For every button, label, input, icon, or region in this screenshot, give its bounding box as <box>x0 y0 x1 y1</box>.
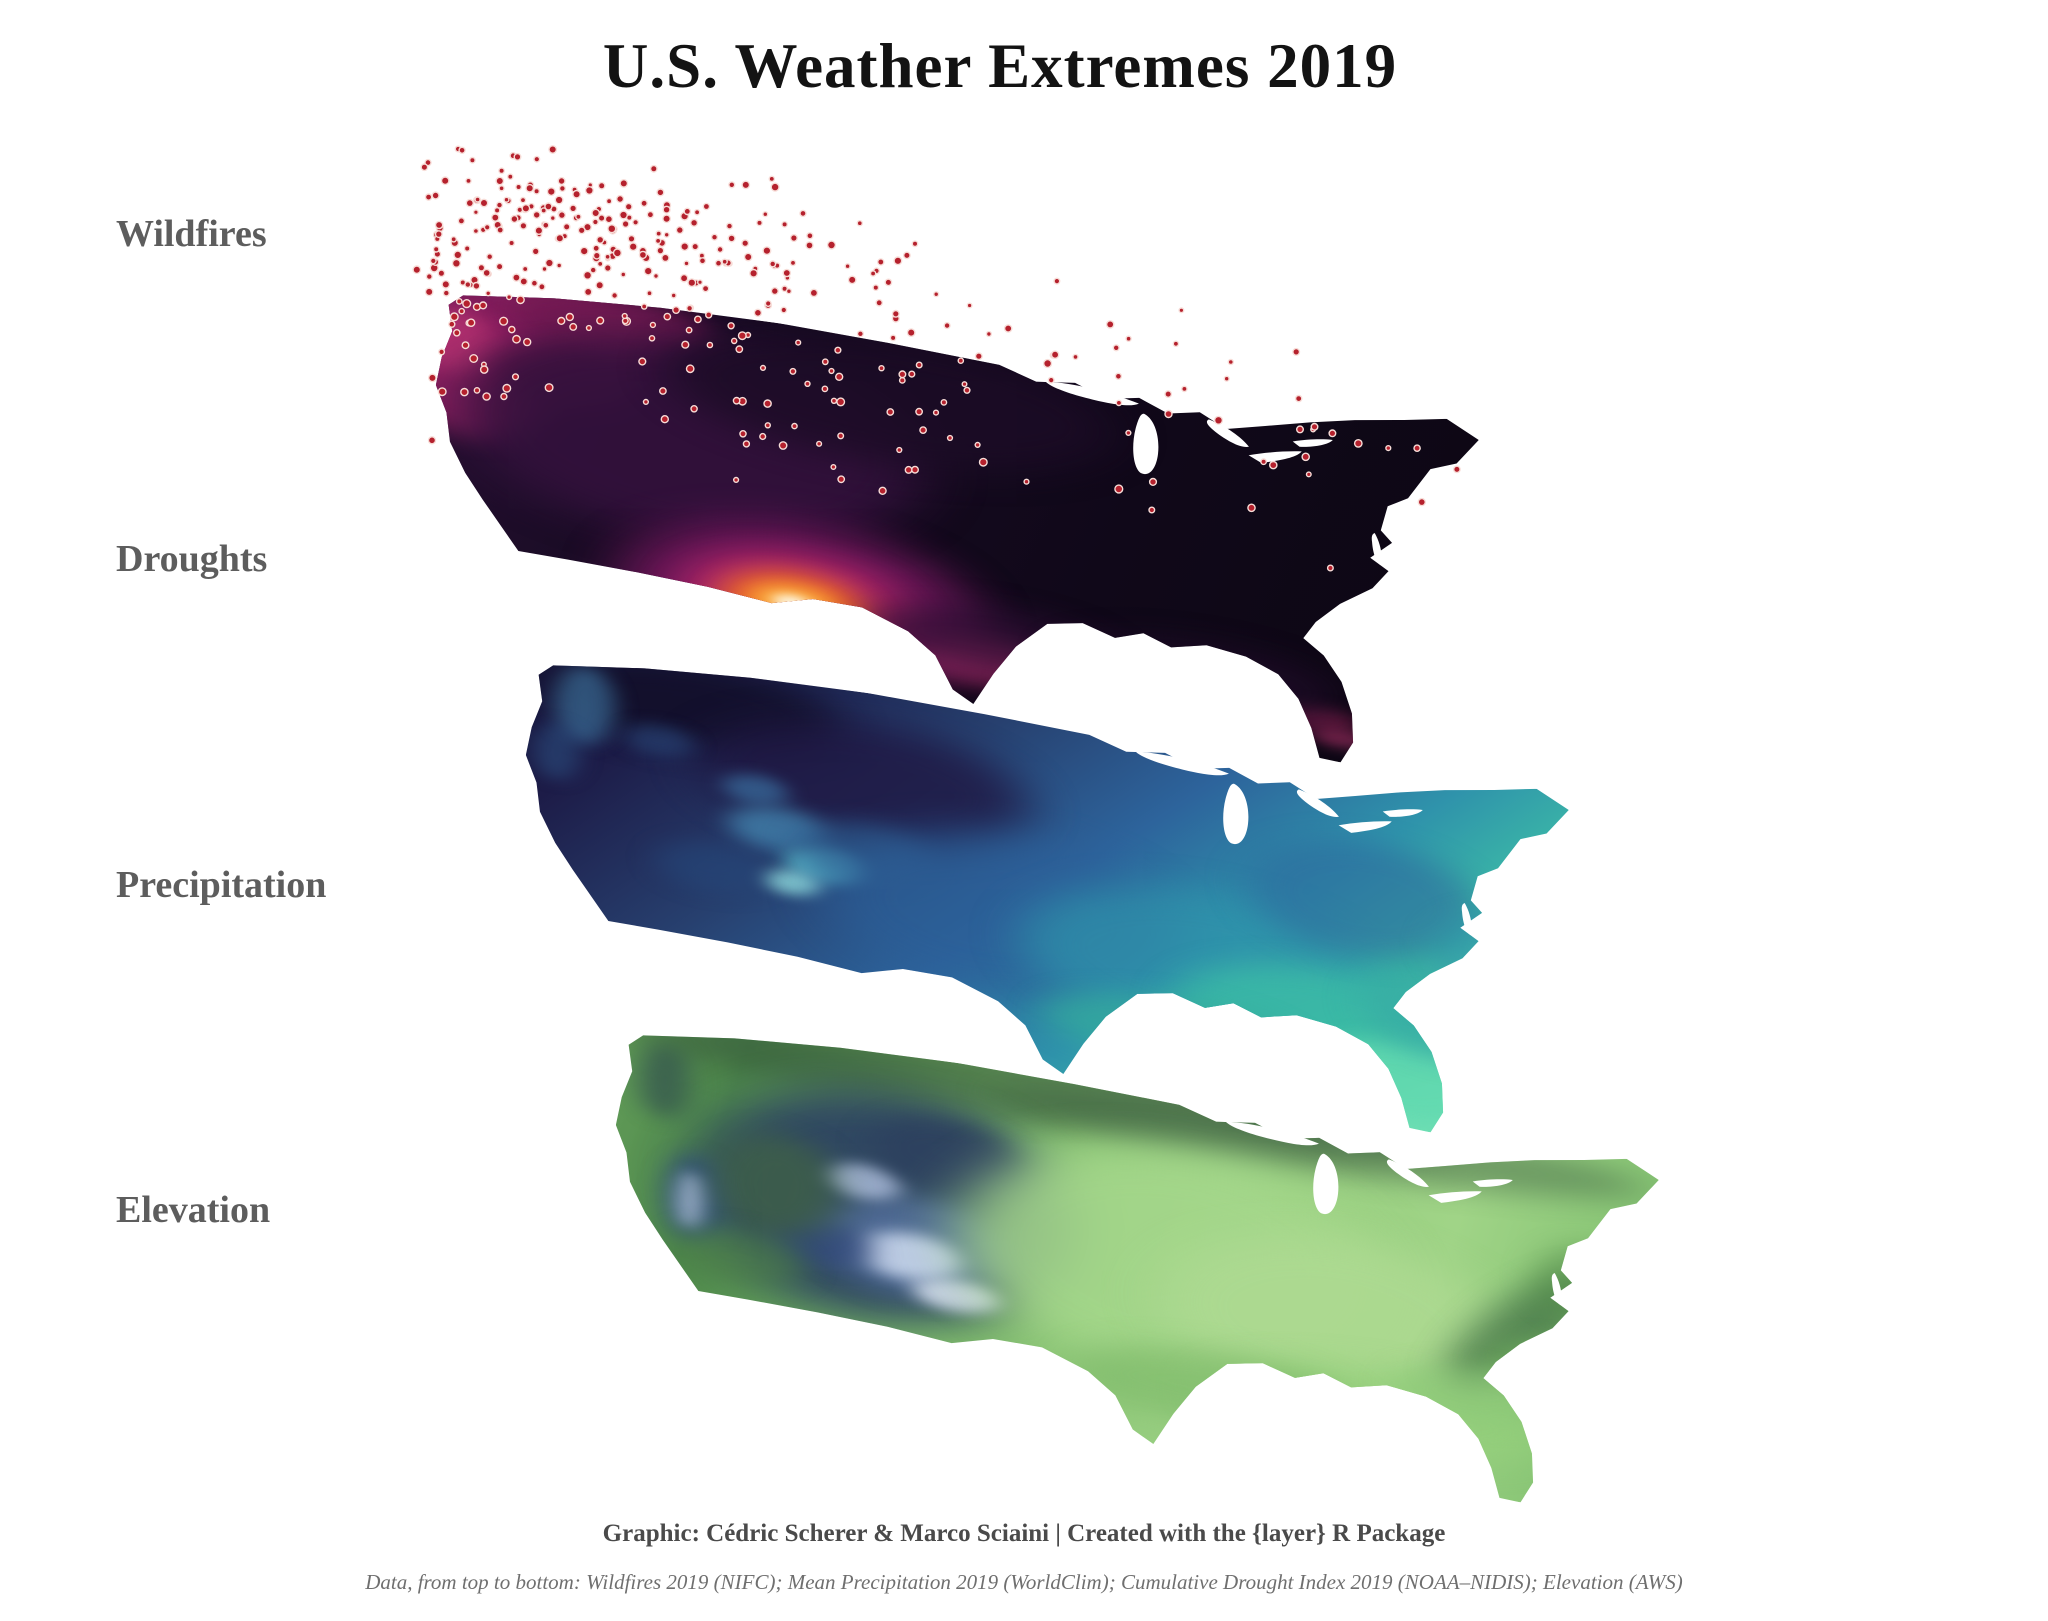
elevation-map-layer <box>605 1014 1660 1521</box>
wildfires-dots-layer <box>412 145 1461 572</box>
layer-label-elevation: Elevation <box>116 1189 271 1231</box>
layer-label-precipitation: Precipitation <box>116 864 327 906</box>
layer-label-droughts: Droughts <box>116 538 268 580</box>
sources-caption: Data, from top to bottom: Wildfires 2019… <box>365 1570 1683 1594</box>
layer-label-wildfires: Wildfires <box>116 213 267 255</box>
credit-caption: Graphic: Cédric Scherer & Marco Sciaini … <box>602 1520 1446 1547</box>
page-title: U.S. Weather Extremes 2019 <box>602 31 1398 101</box>
